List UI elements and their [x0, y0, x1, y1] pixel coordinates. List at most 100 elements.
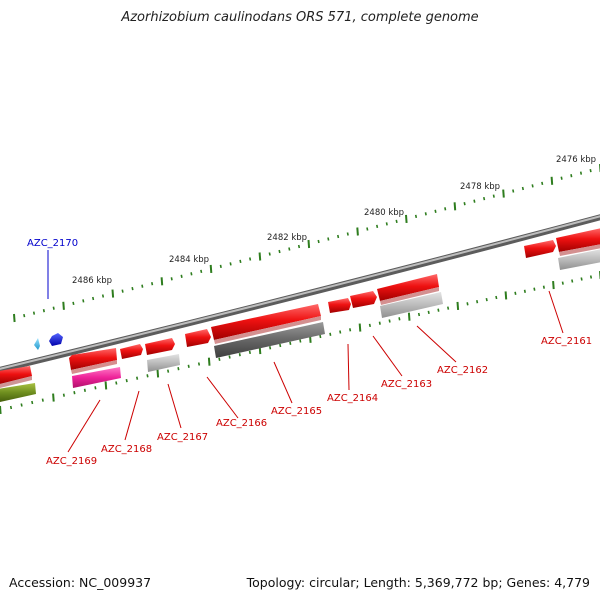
- scale-tick: [395, 219, 398, 224]
- scale-tick: [376, 224, 379, 229]
- scale-tick: [32, 311, 36, 315]
- gene-label-AZC_2164[interactable]: AZC_2164: [327, 393, 378, 404]
- scale-tick: [279, 343, 282, 348]
- scale-tick: [200, 269, 203, 274]
- scale-tick: [307, 239, 311, 249]
- scale-tick: [492, 194, 495, 198]
- scale-tick: [187, 364, 190, 368]
- gene-label-AZC_2166[interactable]: AZC_2166: [216, 418, 267, 429]
- scale-tick: [453, 202, 457, 211]
- scale-tick: [550, 176, 554, 185]
- scale-tick: [104, 381, 108, 390]
- scale-tick: [447, 306, 450, 310]
- scale-tick: [177, 367, 180, 371]
- gene-small-light-blue[interactable]: [34, 338, 40, 350]
- gene-AZC_2164[interactable]: [328, 298, 351, 313]
- gene-label-AZC_2168[interactable]: AZC_2168: [101, 444, 152, 455]
- scale-tick: [13, 313, 16, 323]
- kbp-scale-labels: 2476 kbp 2478 kbp 2480 kbp 2482 kbp 2484…: [72, 155, 596, 286]
- kbp-label-2482: 2482 kbp: [267, 233, 307, 243]
- gene-AZC_2169[interactable]: [69, 348, 117, 370]
- scale-tick: [398, 317, 401, 321]
- scale-tick: [502, 189, 505, 198]
- scale-tick: [94, 386, 97, 390]
- scale-tick: [141, 284, 144, 288]
- scale-tick: [424, 212, 427, 216]
- gene-AZC_2161[interactable]: [556, 228, 600, 252]
- gene-AZC_2168[interactable]: [120, 344, 143, 359]
- scale-tick: [366, 227, 369, 231]
- gene-label-AZC_2163[interactable]: AZC_2163: [381, 379, 432, 390]
- scale-tick: [52, 306, 55, 310]
- scale-tick: [101, 294, 105, 298]
- gene-AZC_2169-pink[interactable]: [72, 367, 121, 388]
- gene-AZC_2170[interactable]: [49, 333, 63, 346]
- gene-AZC_2164b[interactable]: [350, 291, 377, 308]
- scale-tick: [356, 227, 359, 236]
- gene-AZC_2162[interactable]: [380, 292, 443, 318]
- scale-tick: [473, 199, 476, 203]
- scale-tick: [552, 281, 555, 290]
- gene-partial-left-red[interactable]: [0, 366, 32, 384]
- scale-tick: [388, 319, 391, 323]
- scale-tick: [589, 275, 593, 279]
- scale-tick: [417, 312, 421, 317]
- gene-label-AZC_2165[interactable]: AZC_2165: [271, 406, 322, 417]
- scale-tick: [73, 391, 76, 395]
- gene-partial-left-olive[interactable]: [0, 383, 36, 402]
- kbp-label-2484: 2484 kbp: [169, 255, 209, 265]
- scale-tick: [463, 202, 466, 206]
- gene-AZC_2165[interactable]: [214, 322, 325, 358]
- scale-tick: [427, 310, 430, 315]
- gene-AZC_2161-gray[interactable]: [558, 249, 600, 270]
- gene-AZC_2166-small[interactable]: [185, 329, 211, 347]
- scale-tick: [146, 374, 149, 378]
- scale-tick: [23, 313, 26, 318]
- scale-tick: [278, 249, 281, 254]
- gene-label-AZC_2169[interactable]: AZC_2169: [46, 456, 97, 467]
- genome-summary: Topology: circular; Length: 5,369,772 bp…: [246, 575, 590, 590]
- scale-tick: [533, 287, 536, 291]
- gene-AZC_2167-gray[interactable]: [147, 354, 180, 372]
- gene-AZC_2161-a[interactable]: [524, 240, 556, 258]
- scale-tick: [434, 209, 437, 213]
- scale-tick: [514, 291, 517, 295]
- scale-tick: [579, 171, 583, 175]
- scale-tick: [466, 302, 469, 306]
- scale-tick: [405, 214, 408, 223]
- scale-tick: [589, 168, 592, 173]
- scale-tick: [197, 362, 201, 366]
- gene-AZC_2167[interactable]: [145, 338, 175, 355]
- gene-AZC_2166[interactable]: [211, 304, 321, 340]
- gene-AZC_2163[interactable]: [377, 274, 439, 301]
- scale-tick: [20, 403, 23, 407]
- scale-tick: [580, 277, 583, 281]
- scale-tick: [269, 346, 272, 350]
- scale-tick: [299, 339, 302, 343]
- kbp-label-2478: 2478 kbp: [460, 182, 500, 192]
- accession-label: Accession: NC_009937: [9, 575, 152, 590]
- gene-label-AZC_2167[interactable]: AZC_2167: [157, 432, 208, 443]
- kbp-label-2480: 2480 kbp: [364, 208, 404, 218]
- scale-tick: [170, 277, 173, 281]
- scale-tick: [111, 289, 115, 298]
- gene-label-AZC_2161[interactable]: AZC_2161: [541, 336, 592, 347]
- scale-tick: [476, 300, 479, 304]
- scale-tick: [407, 312, 411, 321]
- scale-tick: [248, 350, 251, 355]
- gene-labels: AZC_2170 AZC_2169 AZC_2168 AZC_2167 AZC_…: [27, 238, 592, 467]
- label-leader-lines: [47, 250, 564, 453]
- scale-tick: [561, 281, 564, 285]
- scale-tick: [121, 289, 124, 293]
- scale-tick: [329, 332, 332, 336]
- scale-tick: [131, 286, 134, 291]
- scale-tick: [368, 323, 371, 328]
- gene-label-AZC_2162[interactable]: AZC_2162: [437, 365, 488, 376]
- scale-tick: [156, 369, 160, 378]
- scale-tick: [62, 393, 65, 397]
- scale-tick: [337, 234, 340, 239]
- scale-tick: [531, 184, 534, 188]
- kbp-label-2486: 2486 kbp: [72, 276, 112, 286]
- gene-label-AZC_2170[interactable]: AZC_2170: [27, 238, 78, 249]
